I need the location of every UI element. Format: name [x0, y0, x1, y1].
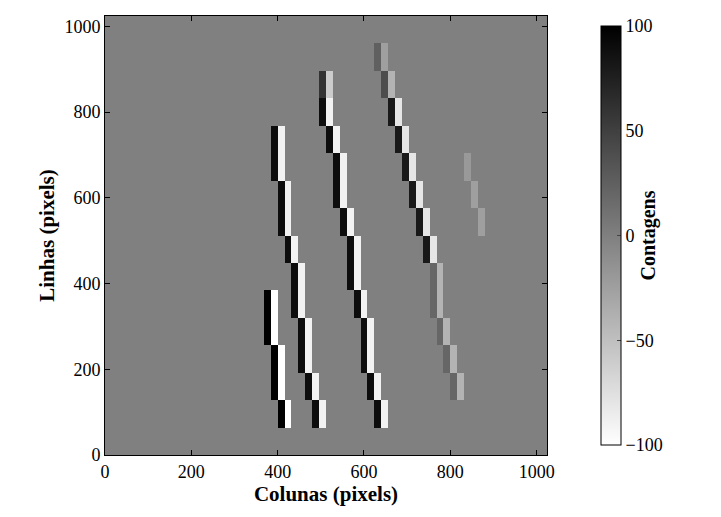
svg-text:200: 200	[178, 462, 205, 482]
svg-text:400: 400	[264, 462, 291, 482]
svg-text:Linhas (pixels): Linhas (pixels)	[35, 169, 59, 301]
svg-text:−100: −100	[626, 435, 663, 455]
svg-text:0: 0	[626, 226, 635, 246]
svg-text:−50: −50	[626, 331, 654, 351]
svg-text:0: 0	[91, 445, 100, 465]
svg-text:50: 50	[626, 121, 644, 141]
svg-text:800: 800	[73, 102, 100, 122]
svg-text:1000: 1000	[64, 17, 100, 37]
svg-text:100: 100	[626, 16, 653, 36]
svg-text:800: 800	[437, 462, 464, 482]
svg-text:0: 0	[101, 462, 110, 482]
svg-text:Contagens: Contagens	[637, 190, 660, 280]
svg-text:200: 200	[73, 360, 100, 380]
svg-text:Colunas (pixels): Colunas (pixels)	[254, 482, 398, 506]
svg-text:600: 600	[350, 462, 377, 482]
svg-text:600: 600	[73, 188, 100, 208]
svg-text:1000: 1000	[519, 462, 555, 482]
svg-text:400: 400	[73, 274, 100, 294]
